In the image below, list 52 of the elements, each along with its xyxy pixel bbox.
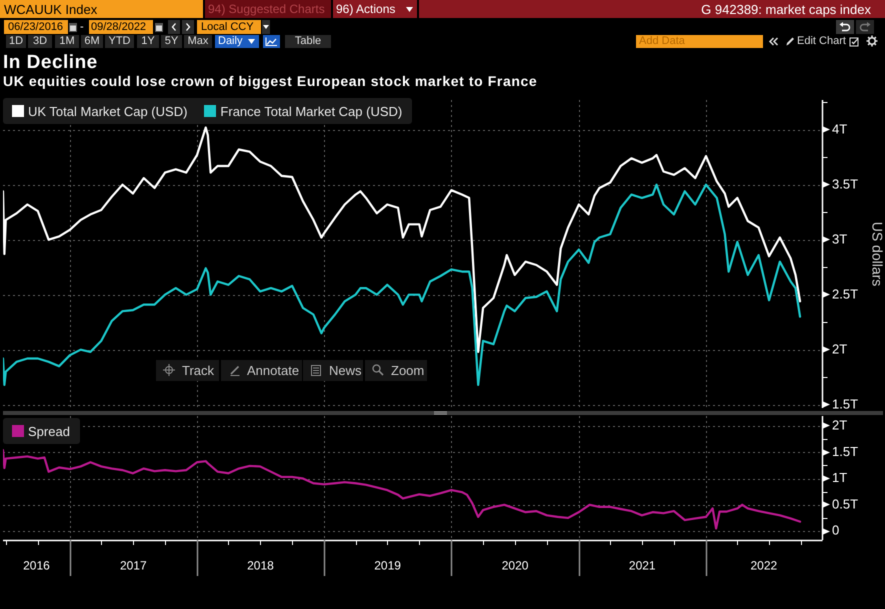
annotation: Annotate	[247, 363, 300, 378]
y-tick-label: 1T	[832, 470, 848, 486]
legend-label: France Total Market Cap (USD)	[220, 104, 402, 118]
menu-button: 96) Actions	[333, 0, 417, 18]
y-tick-label: 0.5T	[832, 496, 858, 512]
button: 6M	[81, 35, 103, 48]
y-tick-label: 2T	[832, 341, 848, 356]
button: 5Y	[161, 35, 182, 48]
date-field: 09/28/2022	[89, 20, 153, 34]
button: News	[303, 360, 363, 381]
y-tick-label: 3.5T	[832, 176, 858, 192]
chart-subtitle: UK equities could lose crown of biggest European stock market to France	[3, 73, 538, 89]
button: 1Y	[137, 35, 159, 48]
y-tick-label: 2.5T	[832, 286, 858, 302]
annotation: News	[329, 363, 362, 378]
legend-label: Spread	[28, 424, 70, 438]
button: Annotate	[221, 360, 302, 381]
annotation: Zoom	[391, 363, 424, 378]
menu-button: 94) Suggested Charts	[205, 0, 331, 18]
input-field: Add Data	[636, 35, 763, 48]
button: Track	[156, 360, 219, 381]
button: Table	[285, 35, 331, 48]
x-tick-label: 2020	[502, 558, 529, 573]
y-tick-label: 1.5T	[832, 396, 858, 412]
date-field: 06/23/2016	[4, 20, 68, 34]
button: Zoom	[365, 360, 427, 381]
chart-title: In Decline	[3, 52, 98, 73]
legend-label: UK Total Market Cap (USD)	[28, 104, 188, 118]
dropdown-field: Local CCY	[197, 20, 261, 34]
dropdown-button: Daily	[215, 35, 259, 48]
text: Edit Chart	[797, 35, 846, 47]
y-tick-label: 1.5T	[832, 444, 858, 459]
button: 1D	[6, 35, 26, 48]
button: YTD	[105, 35, 134, 48]
y-tick-label: 0	[832, 522, 840, 538]
button: 1M	[55, 35, 79, 48]
y-tick-label: 3T	[832, 231, 848, 246]
input-field: WCAUUK Index	[0, 0, 203, 18]
annotation: Track	[182, 363, 214, 378]
text: -	[80, 20, 84, 32]
y-tick-label: 4T	[832, 121, 848, 136]
x-tick-label: 2019	[374, 558, 402, 573]
y-tick-label: 2T	[832, 418, 848, 433]
x-tick-label: 2022	[750, 558, 778, 573]
button: 3D	[28, 35, 52, 48]
title-bar: G 942389: market caps index	[419, 0, 885, 18]
button: Max	[184, 35, 212, 48]
y-axis-title: US dollars	[870, 222, 885, 286]
x-tick-label: 2018	[247, 558, 274, 573]
x-tick-label: 2016	[23, 558, 50, 573]
x-tick-label: 2021	[628, 558, 656, 573]
x-tick-label: 2017	[120, 558, 147, 573]
